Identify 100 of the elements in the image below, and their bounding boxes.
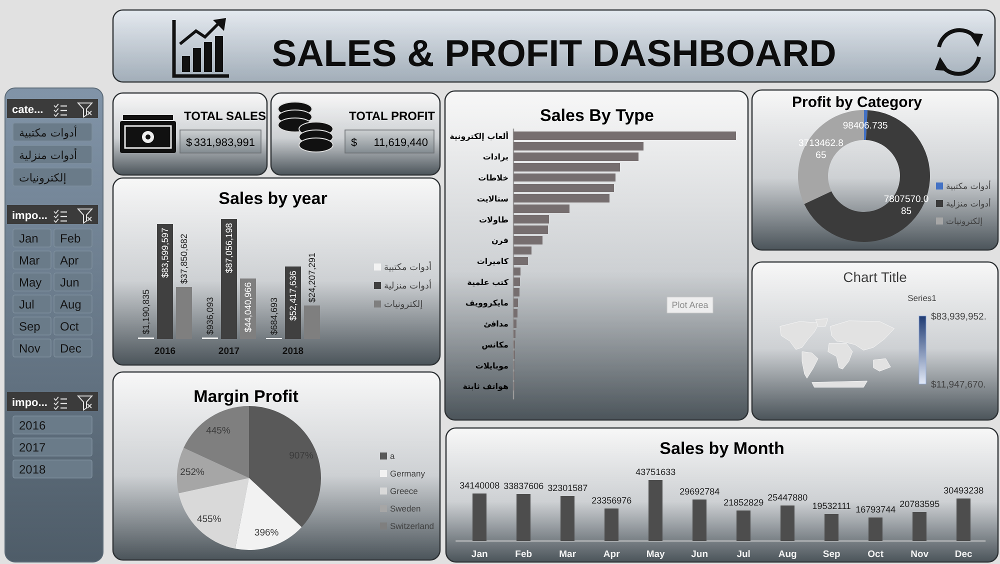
category-label: Aug xyxy=(60,298,82,312)
legend-label: Sweden xyxy=(390,504,421,514)
bar xyxy=(736,510,751,541)
data-label: 30493238 xyxy=(944,485,984,496)
y-tick-label: مايكروويف xyxy=(465,298,509,308)
text: TOTAL SALES xyxy=(184,109,266,123)
data-label: 252% xyxy=(180,467,206,478)
text: impo... xyxy=(12,397,48,409)
bar xyxy=(514,226,548,234)
bar xyxy=(514,319,517,328)
legend-label: أدوات مكتبية xyxy=(384,261,432,274)
text: SALES & PROFIT DASHBOARD xyxy=(272,32,836,74)
x-tick-label: Dec xyxy=(954,549,972,560)
legend-label: أدوات منزلية xyxy=(384,280,432,292)
data-label: $684,693 xyxy=(269,298,279,336)
x-tick-label: 2018 xyxy=(282,346,304,357)
text: impo... xyxy=(12,210,48,222)
y-tick-label: كاميرات xyxy=(476,257,509,266)
category-label: 2016 xyxy=(19,418,46,432)
chart-title: Sales by year xyxy=(218,189,328,208)
bar xyxy=(514,236,542,244)
category-label: Sep xyxy=(19,320,41,334)
x-tick-label: Jan xyxy=(471,549,488,560)
category-label: 2017 xyxy=(19,440,46,454)
bar xyxy=(604,508,619,541)
data-label: 455% xyxy=(196,514,222,526)
y-tick-label: مدافئ xyxy=(484,320,509,329)
x-tick-label: 2016 xyxy=(154,346,176,357)
bar xyxy=(956,498,971,541)
category-label: Oct xyxy=(60,320,80,334)
pie-slice xyxy=(235,478,302,550)
text: Chart Title xyxy=(843,269,908,285)
data-label: 19532111 xyxy=(812,500,851,511)
y-tick-label: موبايلات xyxy=(475,361,509,370)
legend-label: Greece xyxy=(390,486,418,496)
text: 331,983,991 xyxy=(194,137,255,149)
x-tick-label: Feb xyxy=(515,549,532,560)
category-label: May xyxy=(19,276,42,290)
data-label: 32301587 xyxy=(548,482,588,493)
bar xyxy=(514,256,528,266)
data-label: 33837606 xyxy=(504,480,544,491)
bar xyxy=(304,306,320,339)
legend-label: Germany xyxy=(390,468,426,479)
x-tick-label: Apr xyxy=(603,549,620,560)
bar xyxy=(514,194,610,203)
chart-title: Margin Profit xyxy=(194,387,299,406)
data-label: 23356976 xyxy=(592,495,632,506)
data-label: 29692784 xyxy=(680,486,720,497)
x-tick-label: Jul xyxy=(736,549,750,560)
data-label: 396% xyxy=(254,528,280,539)
bar xyxy=(514,278,520,286)
text: $83,939,952. xyxy=(931,312,986,322)
bar xyxy=(514,246,532,255)
data-label: 16793744 xyxy=(856,504,896,515)
y-tick-label: هواتف ثابتة xyxy=(462,382,509,392)
bar xyxy=(514,184,614,192)
bar xyxy=(221,219,237,339)
category-label: Mar xyxy=(19,254,40,268)
category-label: Jun xyxy=(60,276,80,290)
data-label: 25447880 xyxy=(768,492,808,503)
data-label: 445% xyxy=(206,425,231,436)
y-tick-label: ألعاب إلكترونية xyxy=(450,130,509,141)
pie-slice xyxy=(249,406,321,528)
x-tick-label: 2017 xyxy=(218,346,240,357)
bar xyxy=(868,518,883,541)
data-label: 34140008 xyxy=(460,480,500,490)
chart-title: Sales by Month xyxy=(660,439,784,458)
text: $11,947,670. xyxy=(931,380,986,390)
chart-title: Profit by Category xyxy=(792,94,923,111)
bar xyxy=(560,496,575,541)
annotation: Plot Area xyxy=(672,300,708,310)
y-tick-label: خلاطات xyxy=(478,174,509,183)
x-tick-label: Oct xyxy=(868,549,884,560)
bar xyxy=(176,286,192,339)
x-tick-label: May xyxy=(646,549,666,560)
category-label: Feb xyxy=(60,232,82,246)
bar xyxy=(514,142,644,150)
bar xyxy=(514,162,620,172)
text: TOTAL PROFIT xyxy=(349,109,436,123)
data-label: $44,040,966 xyxy=(243,282,253,332)
bar xyxy=(514,308,518,318)
x-tick-label: Mar xyxy=(559,549,576,560)
bar xyxy=(514,132,736,140)
legend-label: a xyxy=(390,451,395,462)
bar xyxy=(472,493,487,541)
x-tick-label: Aug xyxy=(778,549,798,560)
bar xyxy=(516,494,531,541)
x-tick-label: Nov xyxy=(910,549,930,560)
bar xyxy=(648,480,663,541)
category-label: Jul xyxy=(19,298,34,312)
x-tick-label: Jun xyxy=(691,549,708,560)
bar xyxy=(514,173,616,182)
bar xyxy=(912,512,927,541)
text: $ xyxy=(351,137,358,149)
pie-slice xyxy=(177,448,249,494)
category-label: إلكترونيات xyxy=(19,172,66,184)
pie-slice xyxy=(178,478,249,549)
y-tick-label: ستالايت xyxy=(476,194,509,204)
category-label: أدوات منزلية xyxy=(19,148,78,162)
data-label: 43751633 xyxy=(636,467,676,477)
